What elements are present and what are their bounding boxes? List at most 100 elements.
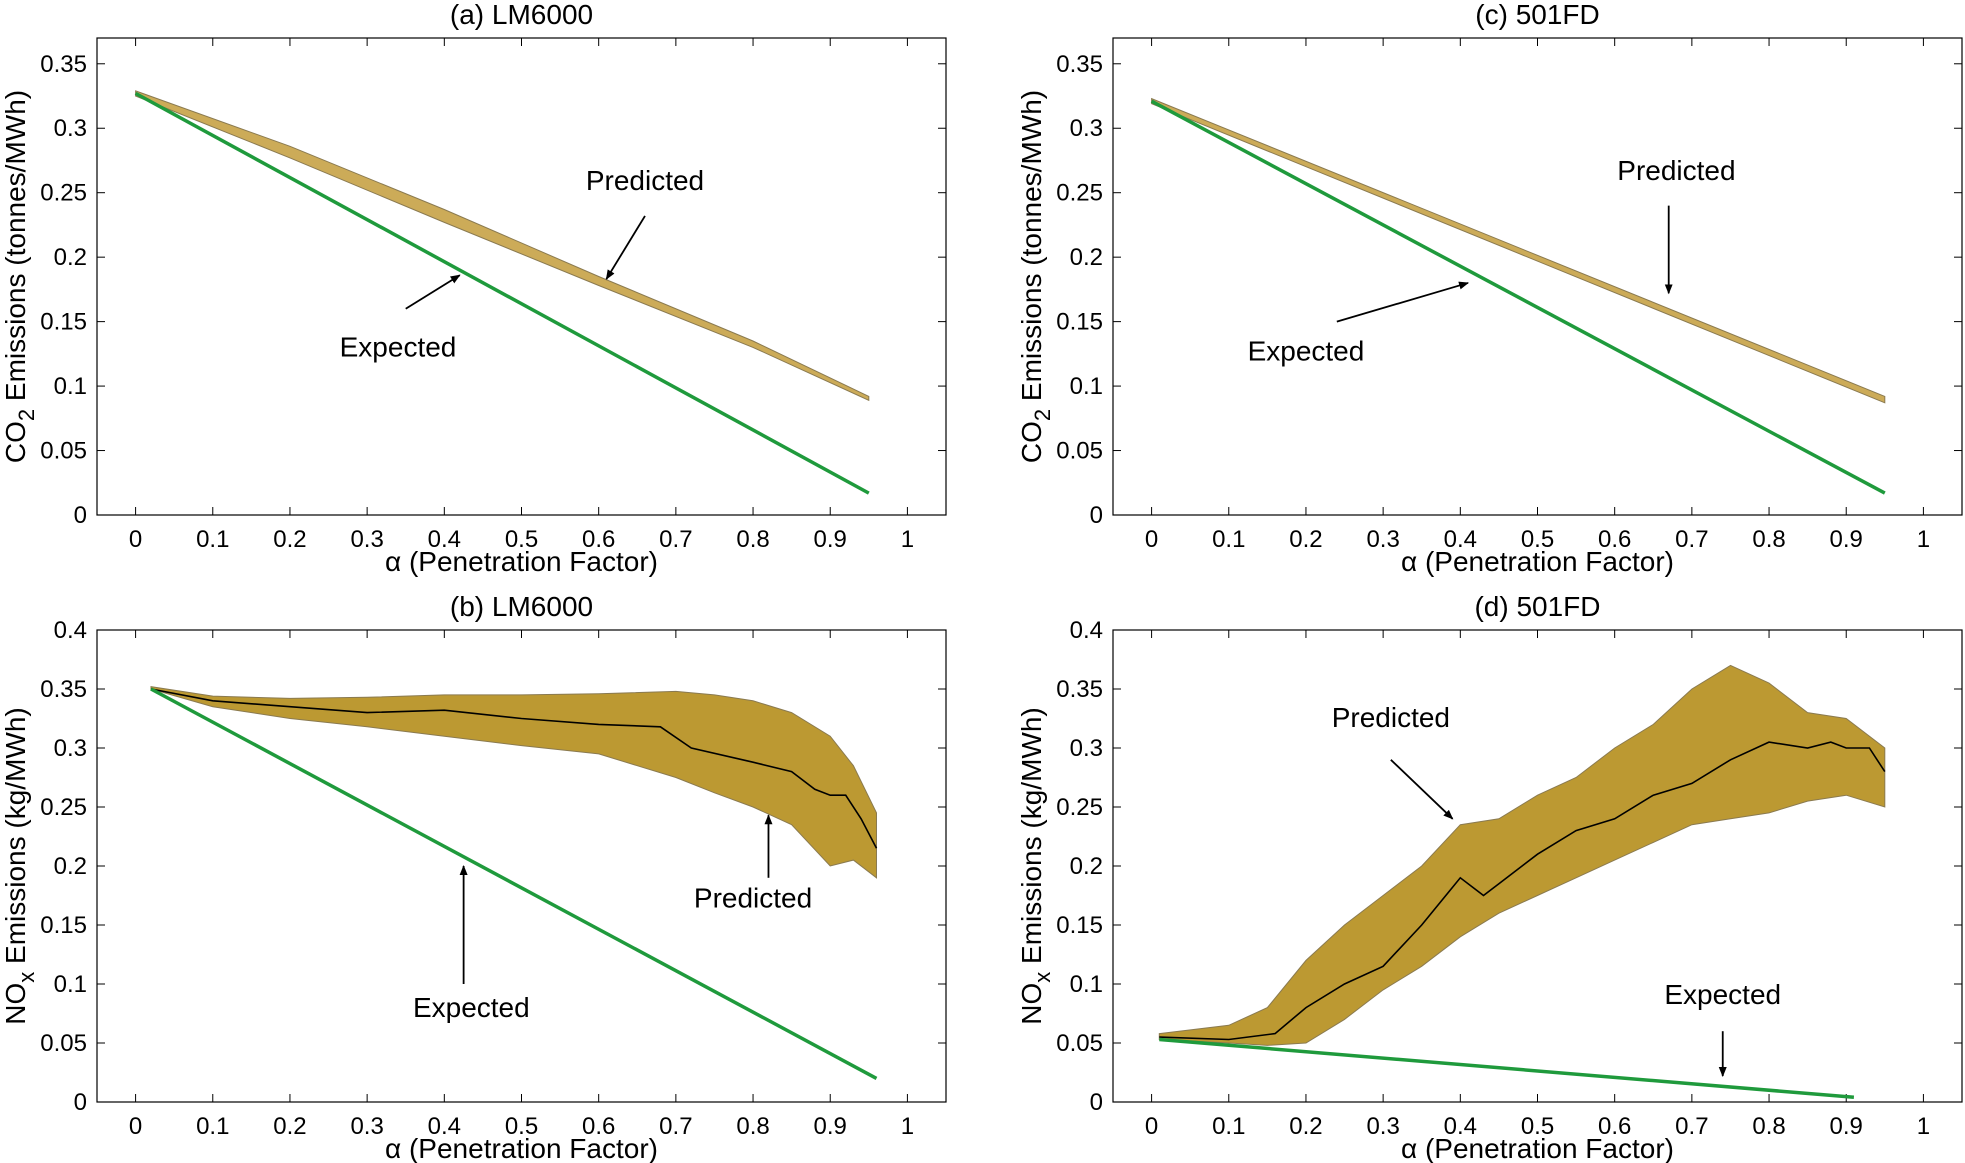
y-axis-label-subscript: 2 xyxy=(1030,409,1055,421)
y-tick-label: 0.3 xyxy=(1070,115,1103,142)
y-axis-label-main: CO xyxy=(1016,421,1047,463)
y-axis-label: CO2 Emissions (tonnes/MWh) xyxy=(0,90,39,463)
chart-panel: (a) LM6000 0 0.1 0.2 0.3 0.4 0.5 0.6 0.7 0.8 0.9 1 0… xyxy=(0,0,947,577)
y-tick-label: 0 xyxy=(74,1089,87,1116)
y-tick-label: 0.4 xyxy=(1070,617,1103,644)
plot-frame xyxy=(96,37,947,516)
predicted-band xyxy=(1158,664,1886,1046)
x-tick-label: 0.2 xyxy=(273,1113,306,1140)
predicted-band xyxy=(135,90,870,402)
x-tick-label: 0.6 xyxy=(1598,1113,1631,1140)
x-tick-label: 0.2 xyxy=(1289,1113,1322,1140)
y-tick-label: 0.05 xyxy=(1056,438,1103,465)
y-tick-label: 0 xyxy=(1090,502,1103,529)
x-tick-label: 0.8 xyxy=(1752,526,1785,553)
x-tick-label: 0.9 xyxy=(814,526,847,553)
x-tick-label: 0.7 xyxy=(1675,526,1708,553)
y-axis-label-rest: Emissions (kg/MWh) xyxy=(1016,707,1047,971)
x-tick-label: 0.2 xyxy=(273,526,306,553)
expected-line xyxy=(134,91,870,495)
x-tick-label: 0.5 xyxy=(1521,1113,1554,1140)
y-axis-label-subscript: x xyxy=(1030,972,1055,983)
x-axis-label: α (Penetration Factor) xyxy=(385,546,658,577)
y-tick-label: 0.1 xyxy=(54,373,87,400)
x-tick-label: 0 xyxy=(129,1113,142,1140)
annotation-arrow xyxy=(1390,759,1454,820)
x-tick-label: 0 xyxy=(1145,1113,1158,1140)
x-tick-label: 0.9 xyxy=(1830,1113,1863,1140)
x-tick-label: 0.2 xyxy=(1289,526,1322,553)
x-tick-label: 1 xyxy=(901,526,914,553)
x-tick-label: 0.4 xyxy=(428,526,461,553)
y-tick-label: 0 xyxy=(1090,1089,1103,1116)
x-tick-label: 0.3 xyxy=(350,1113,383,1140)
y-tick-label: 0.25 xyxy=(40,180,87,207)
y-tick-label: 0.35 xyxy=(40,676,87,703)
x-tick-label: 0.7 xyxy=(659,526,692,553)
predicted-band xyxy=(150,686,877,879)
y-tick-label: 0.1 xyxy=(1070,373,1103,400)
mean-line xyxy=(150,688,878,849)
y-tick-label: 0 xyxy=(74,502,87,529)
y-tick-label: 0.05 xyxy=(40,438,87,465)
y-tick-label: 0.1 xyxy=(1070,971,1103,998)
annotation-label: Expected xyxy=(1664,979,1781,1010)
annotation-label: Predicted xyxy=(586,165,704,196)
chart-panel: (b) LM6000 0 0.1 0.2 0.3 0.4 0.5 0.6 0.7 0.8 0.9 1 0… xyxy=(0,591,947,1163)
panel-title: (d) 501FD xyxy=(1474,591,1600,622)
x-tick-label: 0 xyxy=(129,526,142,553)
annotation-label: Expected xyxy=(413,992,530,1023)
x-tick-label: 0.8 xyxy=(1752,1113,1785,1140)
y-tick-label: 0.05 xyxy=(1056,1030,1103,1057)
y-tick-label: 0.35 xyxy=(1056,51,1103,78)
y-axis-label: CO2 Emissions (tonnes/MWh) xyxy=(1016,90,1055,463)
y-tick-label: 0.15 xyxy=(40,309,87,336)
y-axis-label-main: NO xyxy=(1016,983,1047,1025)
panel-title: (c) 501FD xyxy=(1475,0,1599,30)
annotation-label: Expected xyxy=(1248,335,1365,366)
x-tick-label: 0.5 xyxy=(505,526,538,553)
y-axis-label-rest: Emissions (tonnes/MWh) xyxy=(0,90,31,409)
y-tick-label: 0.15 xyxy=(1056,912,1103,939)
x-tick-label: 0.1 xyxy=(1212,1113,1245,1140)
x-tick-label: 0.9 xyxy=(814,1113,847,1140)
y-tick-label: 0.25 xyxy=(40,794,87,821)
x-tick-label: 0.5 xyxy=(1521,526,1554,553)
x-tick-label: 0.6 xyxy=(1598,526,1631,553)
x-axis-label: α (Penetration Factor) xyxy=(1401,1133,1674,1163)
y-tick-label: 0.2 xyxy=(1070,244,1103,271)
x-tick-label: 0.6 xyxy=(582,526,615,553)
panel-title: (a) LM6000 xyxy=(450,0,593,30)
plot-frame xyxy=(1112,37,1963,516)
annotation-arrow xyxy=(1336,281,1469,323)
y-tick-label: 0.15 xyxy=(1056,309,1103,336)
x-tick-label: 0.1 xyxy=(196,526,229,553)
x-tick-label: 0 xyxy=(1145,526,1158,553)
y-tick-label: 0.15 xyxy=(40,912,87,939)
y-tick-label: 0.2 xyxy=(54,853,87,880)
y-tick-label: 0.2 xyxy=(1070,853,1103,880)
panel-title: (b) LM6000 xyxy=(450,591,593,622)
chart-panel: (c) 501FD 0 0.1 0.2 0.3 0.4 0.5 0.6 0.7 0.8 0.9 1 0 0… xyxy=(1016,0,1963,577)
x-tick-label: 0.3 xyxy=(350,526,383,553)
annotation-label: Predicted xyxy=(1332,702,1450,733)
x-tick-label: 1 xyxy=(1917,526,1930,553)
y-axis-label-rest: Emissions (tonnes/MWh) xyxy=(1016,90,1047,409)
x-tick-label: 0.8 xyxy=(736,1113,769,1140)
y-tick-label: 0.35 xyxy=(40,51,87,78)
x-tick-label: 0.5 xyxy=(505,1113,538,1140)
y-tick-label: 0.3 xyxy=(54,115,87,142)
x-tick-label: 0.6 xyxy=(582,1113,615,1140)
y-axis-label: NOx Emissions (kg/MWh) xyxy=(1016,707,1055,1024)
x-axis-label: α (Penetration Factor) xyxy=(1401,546,1674,577)
y-tick-label: 0.1 xyxy=(54,971,87,998)
y-tick-label: 0.2 xyxy=(54,244,87,271)
expected-line xyxy=(1159,1037,1855,1100)
y-tick-label: 0.3 xyxy=(1070,735,1103,762)
y-axis-label-main: CO xyxy=(0,421,31,463)
annotation-arrow xyxy=(605,215,646,280)
y-axis-label-subscript: x xyxy=(14,972,39,983)
x-tick-label: 0.4 xyxy=(1444,1113,1477,1140)
y-tick-label: 0.35 xyxy=(1056,676,1103,703)
